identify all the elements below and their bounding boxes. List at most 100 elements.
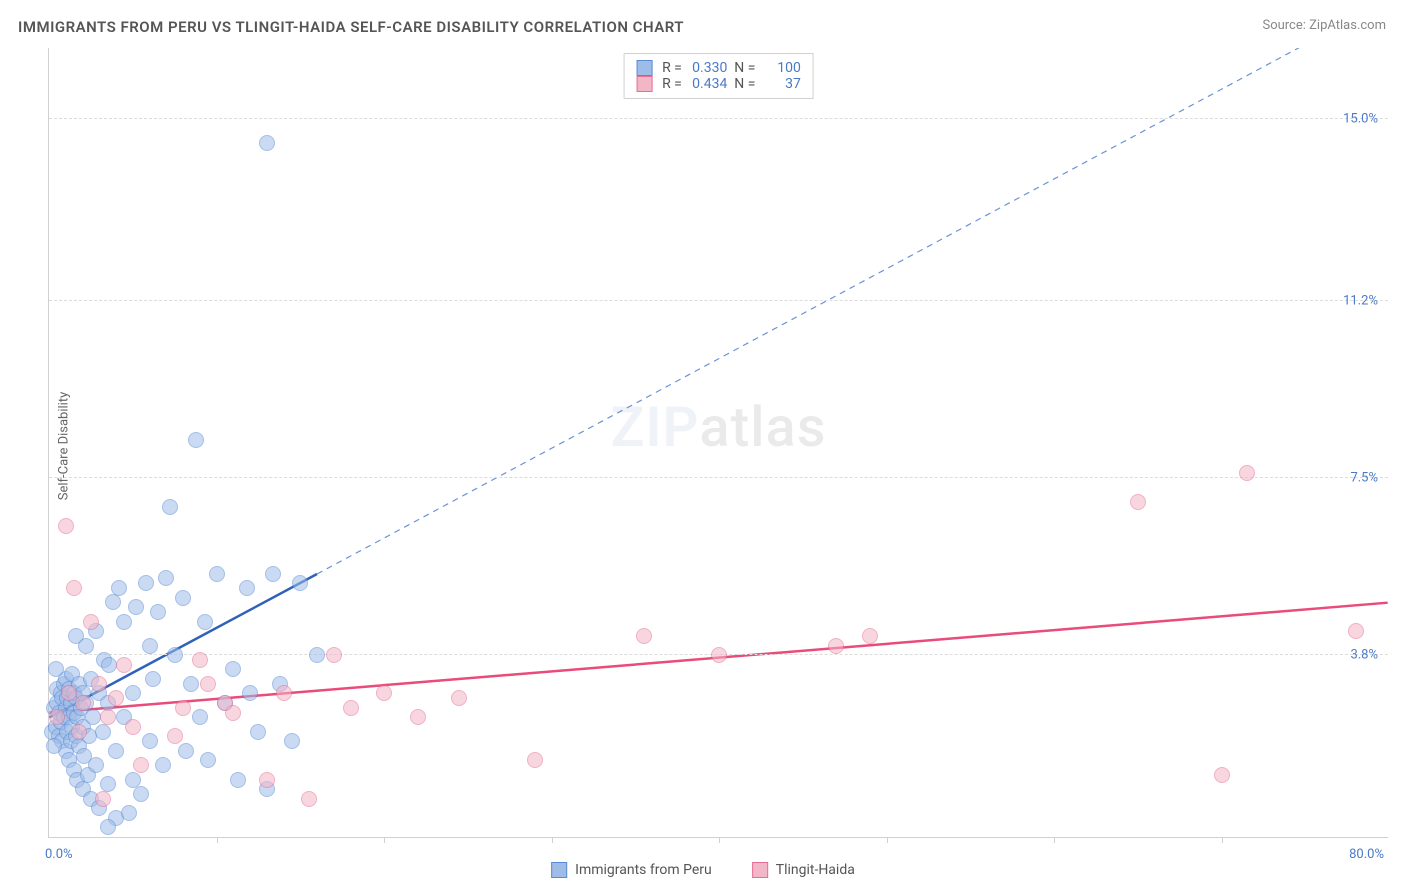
chart-title: IMMIGRANTS FROM PERU VS TLINGIT-HAIDA SE… <box>18 18 684 36</box>
scatter-point <box>265 566 281 582</box>
scatter-point <box>1239 465 1255 481</box>
swatch-tlingit <box>636 76 652 92</box>
n-value-tlingit: 37 <box>759 76 801 92</box>
scatter-point <box>121 805 137 821</box>
y-tick-label: 7.5% <box>1350 470 1378 485</box>
scatter-point <box>326 647 342 663</box>
scatter-point <box>83 614 99 630</box>
scatter-point <box>116 614 132 630</box>
scatter-point <box>239 580 255 596</box>
gridline <box>49 477 1388 478</box>
scatter-point <box>88 757 104 773</box>
legend-item-tlingit: Tlingit-Haida <box>752 862 855 878</box>
scatter-point <box>142 638 158 654</box>
scatter-point <box>230 772 246 788</box>
scatter-point <box>100 819 116 835</box>
source-link[interactable]: ZipAtlas.com <box>1309 18 1386 33</box>
scatter-point <box>85 709 101 725</box>
scatter-point <box>133 757 149 773</box>
legend-swatch-tlingit <box>752 862 768 878</box>
scatter-point <box>309 647 325 663</box>
source-attribution: Source: ZipAtlas.com <box>1262 18 1386 33</box>
source-prefix: Source: <box>1262 18 1309 33</box>
scatter-point <box>158 570 174 586</box>
legend-row-peru: R = 0.330 N = 100 <box>636 60 801 76</box>
legend-label-peru: Immigrants from Peru <box>575 862 712 878</box>
scatter-point <box>178 743 194 759</box>
scatter-point <box>343 700 359 716</box>
y-tick-label: 11.2% <box>1343 293 1378 308</box>
scatter-point <box>175 700 191 716</box>
x-tick <box>719 837 720 843</box>
scatter-point <box>376 685 392 701</box>
scatter-point <box>167 647 183 663</box>
scatter-point <box>133 786 149 802</box>
scatter-point <box>200 752 216 768</box>
scatter-point <box>1214 767 1230 783</box>
watermark: ZIPatlas <box>610 394 826 460</box>
scatter-point <box>95 724 111 740</box>
scatter-point <box>284 733 300 749</box>
x-tick <box>887 837 888 843</box>
x-origin-label: 0.0% <box>45 847 73 862</box>
scatter-point <box>108 743 124 759</box>
scatter-point <box>225 705 241 721</box>
scatter-point <box>192 652 208 668</box>
scatter-point <box>209 566 225 582</box>
r-value-peru: 0.330 <box>685 60 727 76</box>
r-value-tlingit: 0.434 <box>685 76 727 92</box>
series-legend: Immigrants from Peru Tlingit-Haida <box>551 862 855 878</box>
scatter-point <box>192 709 208 725</box>
scatter-point <box>527 752 543 768</box>
scatter-point <box>259 772 275 788</box>
scatter-point <box>410 709 426 725</box>
x-tick <box>1054 837 1055 843</box>
scatter-point <box>58 518 74 534</box>
x-tick <box>384 837 385 843</box>
scatter-point <box>162 499 178 515</box>
watermark-left: ZIP <box>610 394 699 460</box>
scatter-point <box>155 757 171 773</box>
scatter-point <box>125 719 141 735</box>
scatter-point <box>301 791 317 807</box>
scatter-point <box>105 594 121 610</box>
scatter-point <box>292 575 308 591</box>
scatter-point <box>167 728 183 744</box>
scatter-point <box>1130 494 1146 510</box>
scatter-point <box>100 709 116 725</box>
scatter-point <box>125 685 141 701</box>
legend-label-tlingit: Tlingit-Haida <box>776 862 855 878</box>
scatter-point <box>116 657 132 673</box>
y-tick-label: 15.0% <box>1343 111 1378 126</box>
scatter-point <box>197 614 213 630</box>
scatter-point <box>250 724 266 740</box>
scatter-point <box>242 685 258 701</box>
scatter-point <box>101 657 117 673</box>
legend-row-tlingit: R = 0.434 N = 37 <box>636 76 801 92</box>
scatter-point <box>1348 623 1364 639</box>
gridline <box>49 300 1388 301</box>
x-tick <box>1222 837 1223 843</box>
scatter-point <box>862 628 878 644</box>
correlation-legend: R = 0.330 N = 100 R = 0.434 N = 37 <box>623 53 814 99</box>
scatter-point <box>66 580 82 596</box>
scatter-point <box>175 590 191 606</box>
scatter-point <box>46 738 62 754</box>
plot-area: ZIPatlas R = 0.330 N = 100 R = 0.434 N =… <box>48 48 1388 838</box>
scatter-point <box>95 791 111 807</box>
trend-lines-svg <box>49 48 1388 837</box>
scatter-point <box>188 432 204 448</box>
scatter-point <box>145 671 161 687</box>
scatter-point <box>276 685 292 701</box>
scatter-point <box>71 724 87 740</box>
scatter-point <box>183 676 199 692</box>
scatter-point <box>128 599 144 615</box>
scatter-point <box>48 661 64 677</box>
scatter-point <box>225 661 241 677</box>
scatter-point <box>451 690 467 706</box>
scatter-point <box>75 695 91 711</box>
n-value-peru: 100 <box>759 60 801 76</box>
scatter-point <box>150 604 166 620</box>
x-tick <box>217 837 218 843</box>
legend-swatch-peru <box>551 862 567 878</box>
